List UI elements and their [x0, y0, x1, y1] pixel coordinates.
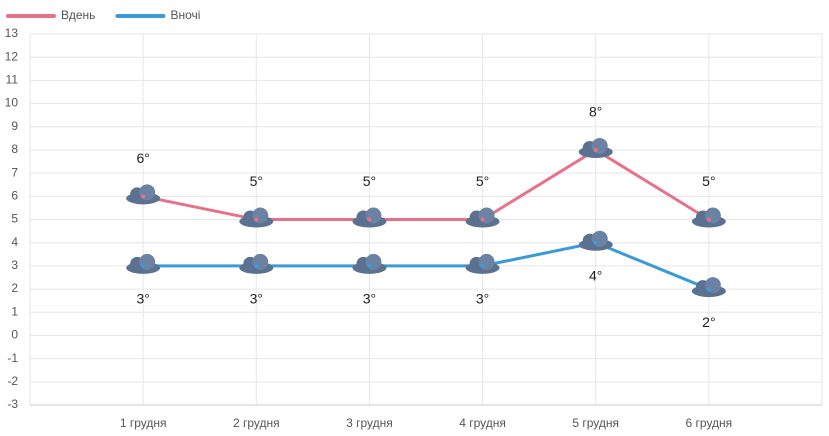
x-tick-label: 5 грудня [572, 416, 619, 430]
y-tick-label: 7 [11, 165, 18, 179]
x-tick-label: 6 грудня [686, 416, 733, 430]
point [254, 263, 259, 268]
cloud [252, 207, 269, 224]
point [593, 147, 598, 152]
cloud [704, 277, 721, 294]
value-label: 8° [589, 104, 602, 120]
point [141, 263, 146, 268]
cloud [252, 253, 269, 270]
value-label: 5° [363, 173, 376, 189]
value-label: 3° [250, 291, 263, 307]
value-label: 3° [476, 291, 489, 307]
cloud [139, 253, 156, 270]
x-tick-label: 4 грудня [459, 416, 506, 430]
value-label: 6° [136, 150, 149, 166]
point [480, 263, 485, 268]
cloud [365, 253, 382, 270]
y-tick-label: 9 [11, 119, 18, 133]
y-tick-label: 4 [11, 235, 18, 249]
value-label: 5° [476, 173, 489, 189]
value-label: 4° [589, 267, 602, 283]
point [367, 263, 372, 268]
y-tick-label: 13 [5, 26, 19, 40]
value-label: 3° [363, 291, 376, 307]
y-tick-label: 11 [6, 73, 19, 87]
legend-label: Вдень [61, 8, 95, 22]
x-tick-label: 2 грудня [233, 416, 280, 430]
value-label: 2° [702, 314, 715, 330]
value-label: 5° [250, 173, 263, 189]
y-tick-label: -3 [7, 397, 18, 411]
y-tick-label: 10 [5, 96, 19, 110]
cloud [139, 184, 156, 201]
cloud [591, 230, 608, 247]
value-label: 5° [702, 173, 715, 189]
cloud [591, 137, 608, 154]
legend-label: Вночі [170, 8, 200, 22]
y-tick-label: -1 [7, 351, 18, 365]
cloud [365, 207, 382, 224]
y-tick-label: 6 [11, 188, 18, 202]
cloud [704, 207, 721, 224]
x-tick-label: 3 грудня [346, 416, 393, 430]
series-line [142, 148, 710, 221]
point [593, 240, 598, 245]
x-tick-label: 1 грудня [120, 416, 167, 430]
point [254, 217, 259, 222]
cloud [478, 253, 495, 270]
point [480, 217, 485, 222]
y-tick-label: 1 [11, 304, 18, 318]
value-label: 3° [136, 291, 149, 307]
y-tick-label: 2 [11, 281, 18, 295]
point [706, 287, 711, 292]
y-tick-label: 8 [11, 142, 18, 156]
point [706, 217, 711, 222]
point [367, 217, 372, 222]
y-tick-label: 5 [11, 212, 18, 226]
point [141, 194, 146, 199]
cloud [478, 207, 495, 224]
series-line [143, 241, 710, 291]
y-tick-label: -2 [7, 374, 18, 388]
y-tick-label: 0 [11, 328, 18, 342]
y-tick-label: 12 [5, 49, 19, 63]
y-tick-label: 3 [11, 258, 18, 272]
